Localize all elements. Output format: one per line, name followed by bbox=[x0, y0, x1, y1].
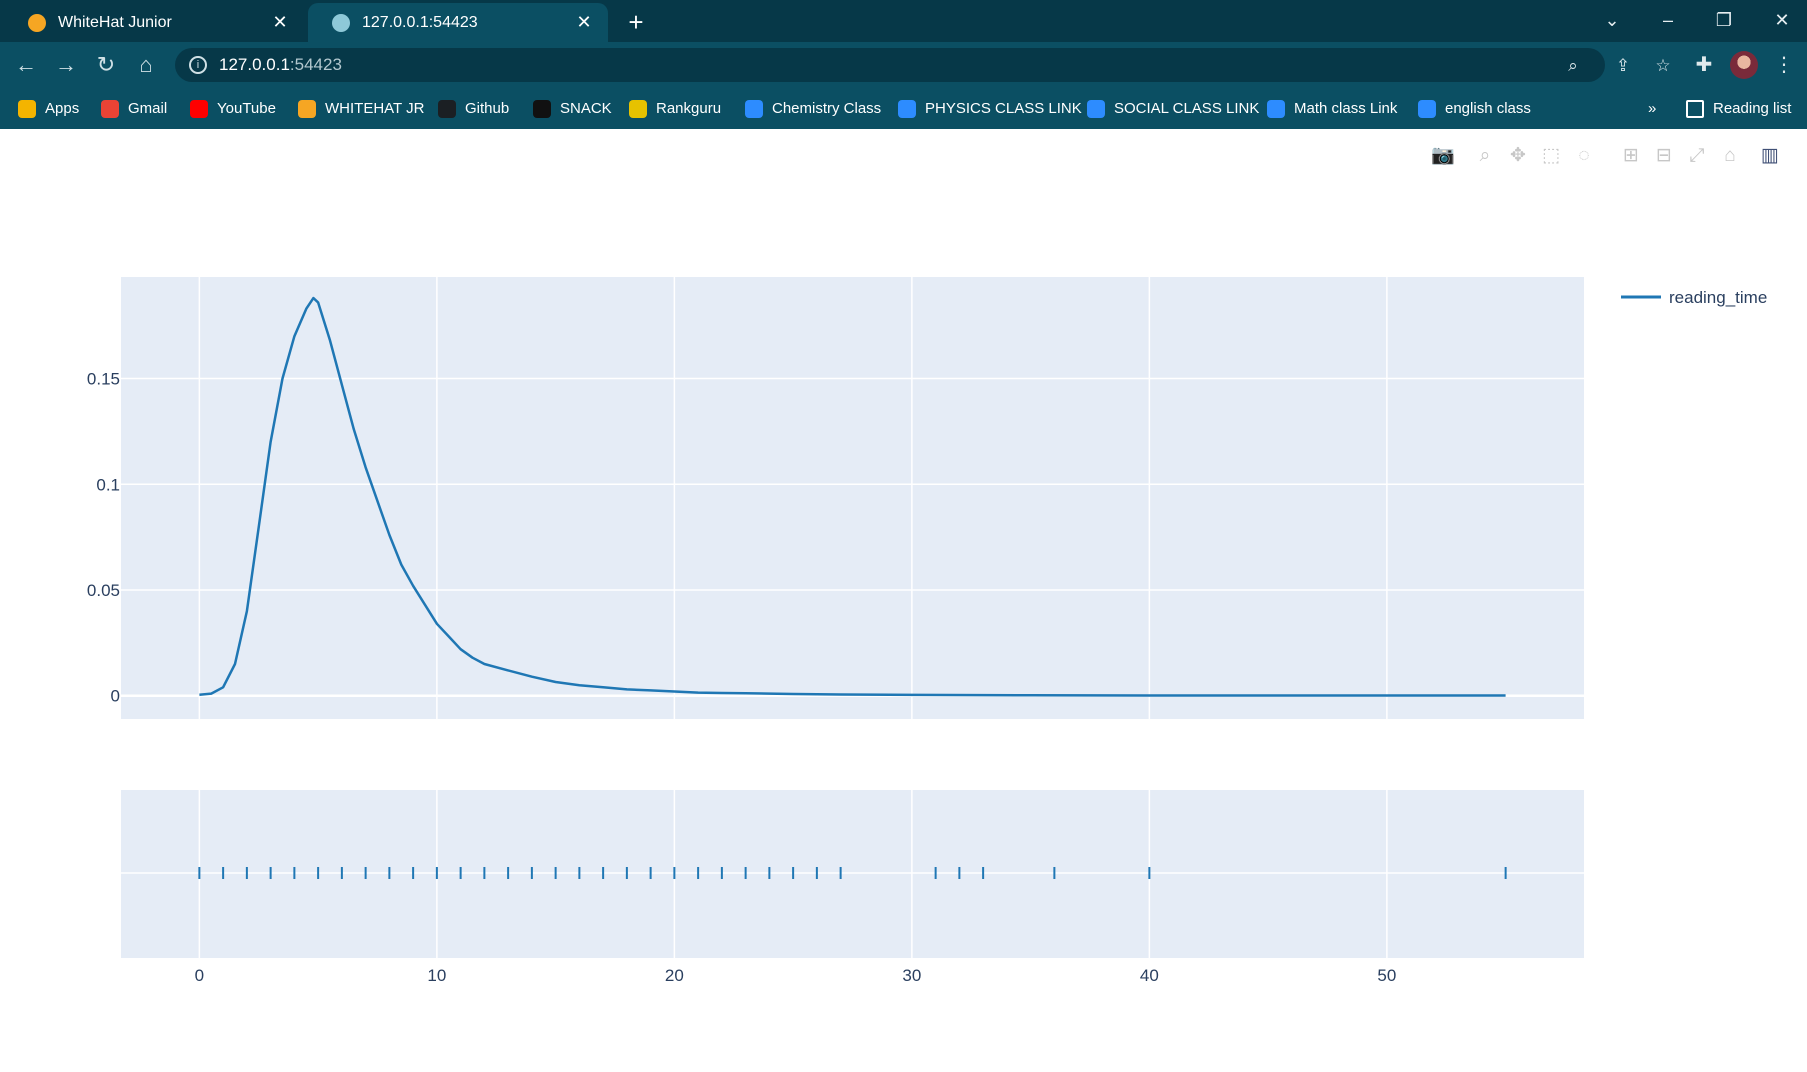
y-tick-label: 0.1 bbox=[96, 475, 120, 494]
gmail-icon bbox=[101, 99, 119, 118]
bookmark-star-icon[interactable]: ☆ bbox=[1655, 56, 1671, 75]
home-icon[interactable]: ⌂ bbox=[139, 52, 153, 77]
bookmark-label: SNACK bbox=[560, 100, 612, 117]
x-tick-label: 50 bbox=[1377, 966, 1396, 985]
plotly-logo-icon[interactable]: ▥ bbox=[1761, 145, 1779, 166]
zoom-icon bbox=[745, 99, 763, 118]
x-tick-label: 0 bbox=[195, 966, 204, 985]
tab-title: WhiteHat Junior bbox=[58, 13, 172, 31]
bookmark-label: YouTube bbox=[217, 100, 276, 117]
url-port: :54423 bbox=[289, 55, 342, 74]
x-tick-label: 20 bbox=[665, 966, 684, 985]
y-tick-label: 0.05 bbox=[87, 581, 120, 600]
bookmark-english-class[interactable]: english class bbox=[1418, 88, 1531, 129]
tab-localhost[interactable]: 127.0.0.1:54423 ✕ bbox=[308, 3, 608, 42]
bookmark-snack[interactable]: SNACK bbox=[533, 88, 612, 129]
bookmark-label: Math class Link bbox=[1294, 100, 1398, 117]
browser-chrome: WhiteHat Junior ✕ 127.0.0.1:54423 ✕ + ⌄ … bbox=[0, 0, 1807, 129]
tab-search-dropdown-icon[interactable]: ⌄ bbox=[1604, 10, 1620, 30]
site-info-icon[interactable]: i bbox=[189, 56, 207, 74]
bookmark-label: Github bbox=[465, 100, 510, 117]
whitehat-favicon-icon bbox=[28, 13, 46, 32]
youtube-icon bbox=[190, 99, 208, 118]
rankguru-icon bbox=[629, 99, 647, 118]
bookmark-rankguru[interactable]: Rankguru bbox=[629, 88, 721, 129]
bookmark-youtube[interactable]: YouTube bbox=[190, 88, 276, 129]
bookmark-chemistry-class[interactable]: Chemistry Class bbox=[745, 88, 881, 129]
reload-icon[interactable]: ↻ bbox=[96, 52, 116, 77]
reading-list-icon bbox=[1686, 99, 1704, 118]
more-menu-icon[interactable]: ⋮ bbox=[1774, 54, 1794, 76]
zoom-icon bbox=[1418, 99, 1436, 118]
bookmark-label: Apps bbox=[45, 100, 80, 117]
zoom-icon bbox=[1087, 99, 1105, 118]
camera-icon[interactable]: 📷 bbox=[1431, 145, 1455, 166]
apps-grid-icon bbox=[18, 99, 36, 118]
y-tick-label: 0.15 bbox=[87, 370, 120, 389]
zoom-in-icon[interactable]: ⊞ bbox=[1623, 145, 1639, 166]
distplot-figure: 0 10 20 30 40 50 0 0.05 0.1 0.15 reading_time bbox=[87, 277, 1767, 985]
density-curve-reading-time[interactable] bbox=[199, 296, 1506, 697]
address-bar[interactable]: i 127.0.0.1:54423 ⌕ ⇪ ☆ bbox=[175, 48, 1671, 82]
globe-icon bbox=[332, 13, 350, 32]
y-tick-label: 0 bbox=[111, 687, 120, 706]
zoom-out-icon[interactable]: ⊟ bbox=[1656, 145, 1672, 166]
reset-axes-icon[interactable]: ⌂ bbox=[1724, 145, 1736, 166]
page-zoom-icon[interactable]: ⌕ bbox=[1568, 56, 1578, 75]
x-tick-label: 10 bbox=[427, 966, 446, 985]
bookmark-label: Gmail bbox=[128, 100, 168, 117]
x-tick-label: 40 bbox=[1140, 966, 1159, 985]
bookmark-whitehat-jr[interactable]: WHITEHAT JR bbox=[298, 88, 424, 129]
reading-list-button[interactable]: Reading list bbox=[1686, 88, 1791, 129]
bookmark-social-class-link[interactable]: SOCIAL CLASS LINK bbox=[1087, 88, 1259, 129]
url-host: 127.0.0.1 bbox=[219, 55, 290, 74]
bookmark-physics-class-link[interactable]: PHYSICS CLASS LINK bbox=[898, 88, 1082, 129]
snack-icon bbox=[533, 99, 551, 118]
profile-avatar[interactable] bbox=[1730, 51, 1758, 79]
bookmark-label: WHITEHAT JR bbox=[325, 100, 425, 117]
forward-icon[interactable]: → bbox=[55, 52, 77, 77]
lasso-select-icon[interactable]: ◌ bbox=[1578, 145, 1590, 166]
address-url: 127.0.0.1:54423 bbox=[219, 48, 342, 82]
share-icon[interactable]: ⇪ bbox=[1615, 56, 1631, 75]
tab-whitehat-junior[interactable]: WhiteHat Junior ✕ bbox=[4, 3, 304, 42]
zoom-icon bbox=[898, 99, 916, 118]
tab-title: 127.0.0.1:54423 bbox=[362, 13, 478, 31]
bookmarks-bar: Apps Gmail YouTube WHITEHAT JR Github SNACK Ra… bbox=[0, 88, 1807, 129]
browser-toolbar: ← → ↻ ⌂ i 127.0.0.1:54423 ⌕ ⇪ ☆ ✚ ⋮ bbox=[0, 42, 1807, 88]
whitehat-icon bbox=[298, 99, 316, 118]
extensions-puzzle-icon[interactable]: ✚ bbox=[1695, 54, 1713, 76]
zoom-icon[interactable]: ⌕ bbox=[1479, 145, 1491, 166]
zoom-icon bbox=[1267, 99, 1285, 118]
close-tab-icon[interactable]: ✕ bbox=[272, 12, 288, 32]
tab-strip: WhiteHat Junior ✕ 127.0.0.1:54423 ✕ + ⌄ … bbox=[0, 0, 1807, 42]
new-tab-button[interactable]: + bbox=[628, 7, 644, 37]
rug-plot-area bbox=[121, 790, 1584, 958]
restore-icon[interactable]: ❐ bbox=[1715, 10, 1733, 30]
bookmark-label: Rankguru bbox=[656, 100, 722, 117]
bookmark-label: SOCIAL CLASS LINK bbox=[1114, 100, 1260, 117]
density-plot-area bbox=[121, 277, 1584, 719]
bookmark-math-class-link[interactable]: Math class Link bbox=[1267, 88, 1397, 129]
bookmark-label: Chemistry Class bbox=[772, 100, 882, 117]
back-icon[interactable]: ← bbox=[15, 52, 37, 77]
minimize-icon[interactable]: – bbox=[1662, 10, 1673, 30]
close-tab-icon[interactable]: ✕ bbox=[576, 12, 592, 32]
bookmark-github[interactable]: Github bbox=[438, 88, 509, 129]
bookmark-apps[interactable]: Apps bbox=[18, 88, 79, 129]
reading-list-label: Reading list bbox=[1713, 100, 1792, 117]
plot-page: 📷 ⌕ ✥ ⬚ ◌ ⊞ ⊟ ⤢ ⌂ ▥ 0 10 20 30 40 50 0 0.05 0.1 0.15 readin… bbox=[0, 129, 1807, 1072]
box-select-icon[interactable]: ⬚ bbox=[1542, 145, 1560, 166]
window-close-icon[interactable]: ✕ bbox=[1774, 10, 1790, 30]
bookmark-label: PHYSICS CLASS LINK bbox=[925, 100, 1082, 117]
bookmarks-overflow-icon[interactable]: » bbox=[1648, 100, 1657, 117]
bookmark-gmail[interactable]: Gmail bbox=[101, 88, 167, 129]
autoscale-icon[interactable]: ⤢ bbox=[1689, 145, 1705, 166]
github-icon bbox=[438, 99, 456, 118]
pan-icon[interactable]: ✥ bbox=[1510, 145, 1526, 166]
bookmark-label: english class bbox=[1445, 100, 1531, 117]
legend-label-reading-time[interactable]: reading_time bbox=[1669, 288, 1767, 307]
x-tick-label: 30 bbox=[902, 966, 921, 985]
